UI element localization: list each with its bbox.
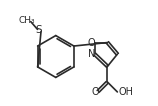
Text: N: N [88, 49, 95, 59]
Text: O: O [91, 87, 99, 97]
Text: OH: OH [118, 87, 134, 97]
Text: O: O [88, 38, 95, 47]
Text: CH₃: CH₃ [19, 16, 36, 25]
Text: S: S [36, 25, 42, 35]
